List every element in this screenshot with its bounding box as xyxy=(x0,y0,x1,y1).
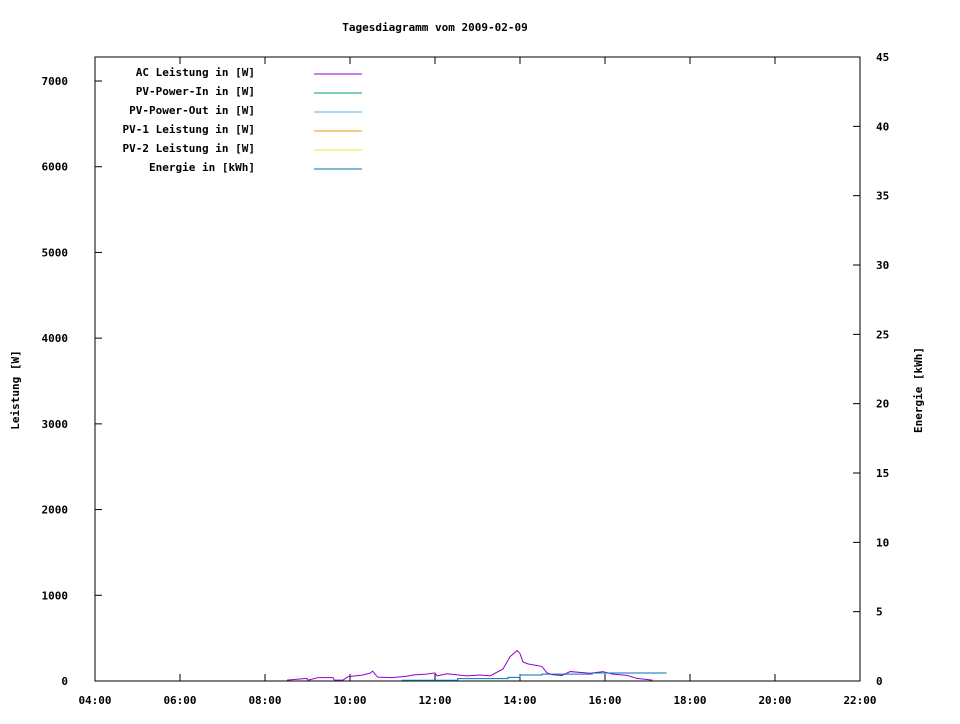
x-tick-label: 08:00 xyxy=(248,694,281,707)
legend-label: AC Leistung in [W] xyxy=(136,66,255,79)
y-tick-label: 1000 xyxy=(42,589,69,602)
legend-label: PV-Power-In in [W] xyxy=(136,85,255,98)
y2-tick-label: 40 xyxy=(876,120,889,133)
x-tick-label: 18:00 xyxy=(673,694,706,707)
y2-tick-label: 20 xyxy=(876,398,889,411)
y2-tick-label: 15 xyxy=(876,467,889,480)
y-tick-label: 4000 xyxy=(42,332,69,345)
y2-tick-label: 45 xyxy=(876,51,889,64)
y2-tick-label: 0 xyxy=(876,675,883,688)
x-tick-label: 20:00 xyxy=(758,694,791,707)
legend-label: PV-2 Leistung in [W] xyxy=(123,142,255,155)
y2-tick-label: 35 xyxy=(876,190,889,203)
x-tick-label: 22:00 xyxy=(843,694,876,707)
series-line xyxy=(286,649,653,681)
y-tick-label: 5000 xyxy=(42,246,69,259)
chart-title: Tagesdiagramm vom 2009-02-09 xyxy=(342,21,527,34)
legend-label: Energie in [kWh] xyxy=(149,161,255,174)
y-tick-label: 6000 xyxy=(42,161,69,174)
y-tick-label: 3000 xyxy=(42,418,69,431)
y2-tick-label: 5 xyxy=(876,606,883,619)
x-tick-label: 10:00 xyxy=(333,694,366,707)
x-tick-label: 04:00 xyxy=(78,694,111,707)
x-tick-label: 12:00 xyxy=(418,694,451,707)
y2-tick-label: 10 xyxy=(876,536,889,549)
x-tick-label: 06:00 xyxy=(163,694,196,707)
series-line xyxy=(401,672,667,681)
x-tick-label: 14:00 xyxy=(503,694,536,707)
y2-tick-label: 25 xyxy=(876,328,889,341)
y-tick-label: 2000 xyxy=(42,504,69,517)
plot-frame xyxy=(94,56,861,682)
x-tick-label: 16:00 xyxy=(588,694,621,707)
y-axis-label: Leistung [W] xyxy=(9,350,22,429)
legend-label: PV-1 Leistung in [W] xyxy=(123,123,255,136)
y2-axis-label: Energie [kWh] xyxy=(912,347,925,433)
legend-label: PV-Power-Out in [W] xyxy=(129,104,255,117)
y2-tick-label: 30 xyxy=(876,259,889,272)
y-tick-label: 7000 xyxy=(42,75,69,88)
y-tick-label: 0 xyxy=(61,675,68,688)
